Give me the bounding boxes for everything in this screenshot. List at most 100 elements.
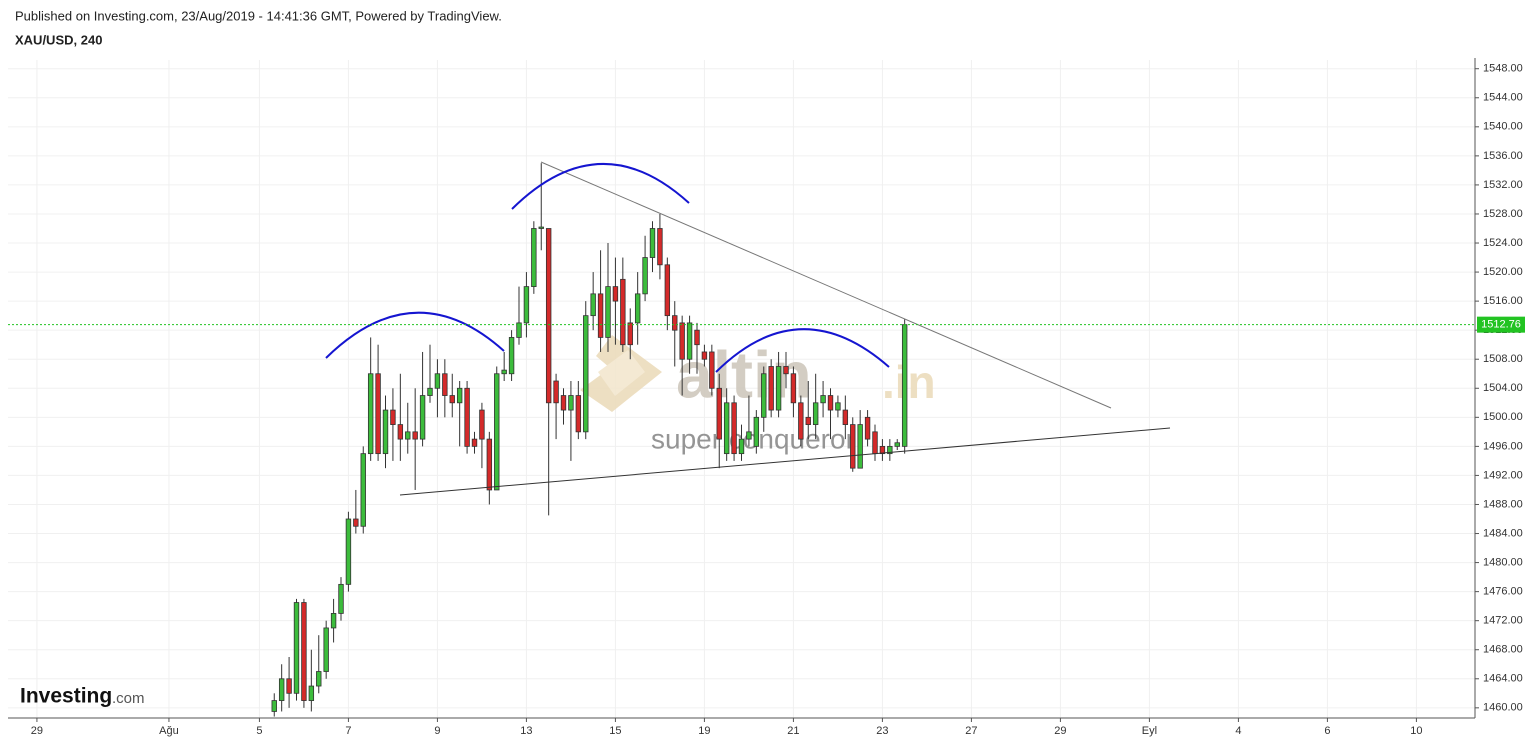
x-tick-label: 13 [520,725,532,737]
y-tick-label: 1548.00 [1483,63,1523,75]
trendline [540,161,1112,409]
candle-body [301,602,307,701]
candle-body [545,228,552,404]
candle-body [879,445,886,455]
candle-body [775,366,782,411]
y-tick-label: 1532.00 [1483,179,1523,191]
axes: 1460.00 1464.00 1468.00 1472.00 1476.00 1480.… [8,58,1525,737]
candle-body [812,402,819,425]
candle-body [686,322,693,360]
candle-body [471,438,478,447]
y-tick-label: 1544.00 [1483,92,1523,104]
candle-body [560,395,567,411]
y-tick-label: 1488.00 [1483,498,1523,510]
candle-body [612,286,619,302]
candle-body [486,438,493,491]
candle-body [820,395,826,404]
candle-body [367,373,374,455]
candle-body [590,293,596,317]
y-tick-label: 1472.00 [1483,615,1523,627]
candle-body [746,431,752,440]
y-tick-label: 1508.00 [1483,353,1523,365]
logo: Investing .com [20,685,145,708]
y-tick-label: 1468.00 [1483,644,1523,656]
x-tick-label: 29 [31,725,43,737]
y-tick-label: 1528.00 [1483,208,1523,220]
grid [8,60,1475,718]
candle-body [887,445,893,455]
candle-body [857,424,863,469]
candle-body [575,395,582,433]
candle-body [672,315,678,331]
candle-body [434,373,441,389]
candle-body [694,329,700,346]
y-tick-label: 1480.00 [1483,556,1523,568]
x-tick-label: 23 [876,725,888,737]
x-tick-label: 27 [965,725,977,737]
arc [715,328,890,373]
drawings [325,161,1171,496]
watermark-suffix: .in [882,356,936,408]
arc [511,162,690,210]
candle-body [464,387,470,447]
candle-body [271,700,277,712]
candle-body [805,416,811,425]
candle-body [553,380,559,404]
candle-body [568,395,574,411]
candle-body [538,226,544,229]
candle-body [316,671,322,687]
x-tick-label: 5 [256,725,262,737]
candle-body [872,431,878,455]
candle-body [442,373,448,396]
last-price-box [1477,316,1525,333]
candle-body [494,373,500,491]
candle-body [286,678,292,694]
candle-body [723,402,730,455]
candle-body [731,402,737,455]
candle-body [523,286,530,324]
candle-body [308,685,315,701]
candle-body [345,518,352,585]
watermark-tagline: super conqueror [651,423,855,454]
watermark-icon [598,350,645,396]
candle-body [864,416,871,440]
y-tick-label: 1460.00 [1483,702,1523,714]
candle-body [597,293,604,338]
candle-body [664,264,671,317]
candle-body [634,293,641,324]
candle-body [531,228,537,287]
y-tick-label: 1516.00 [1483,295,1523,307]
x-tick-label: 6 [1324,725,1330,737]
x-tick-label: 19 [698,725,710,737]
candle-body [353,518,359,527]
candle-body [894,442,900,447]
y-tick-label: 1464.00 [1483,673,1523,685]
y-tick-label: 1520.00 [1483,266,1523,278]
x-tick-label: 10 [1410,725,1422,737]
candle-body [375,373,381,455]
y-tick-label: 1536.00 [1483,150,1523,162]
y-tick-label: 1540.00 [1483,121,1523,133]
candle-body [338,583,344,614]
candle-body [827,395,834,411]
candle-body [768,366,774,411]
candle-body [382,409,389,455]
candle-body [649,228,656,258]
trendline [399,427,1171,496]
candle-body [709,351,715,389]
candle-body [427,387,433,396]
candle-body [798,402,804,440]
candle-body [278,678,285,701]
candle-body [360,453,366,527]
candle-body [679,322,685,360]
candle-body [412,431,418,440]
arc [325,311,505,359]
candle-body [293,602,300,694]
x-tick-label: 29 [1054,725,1066,737]
x-tick-label: 7 [345,725,351,737]
x-tick-label: 4 [1235,725,1241,737]
candle-body [738,438,745,455]
y-tick-label: 1500.00 [1483,411,1523,423]
candles [271,163,908,717]
